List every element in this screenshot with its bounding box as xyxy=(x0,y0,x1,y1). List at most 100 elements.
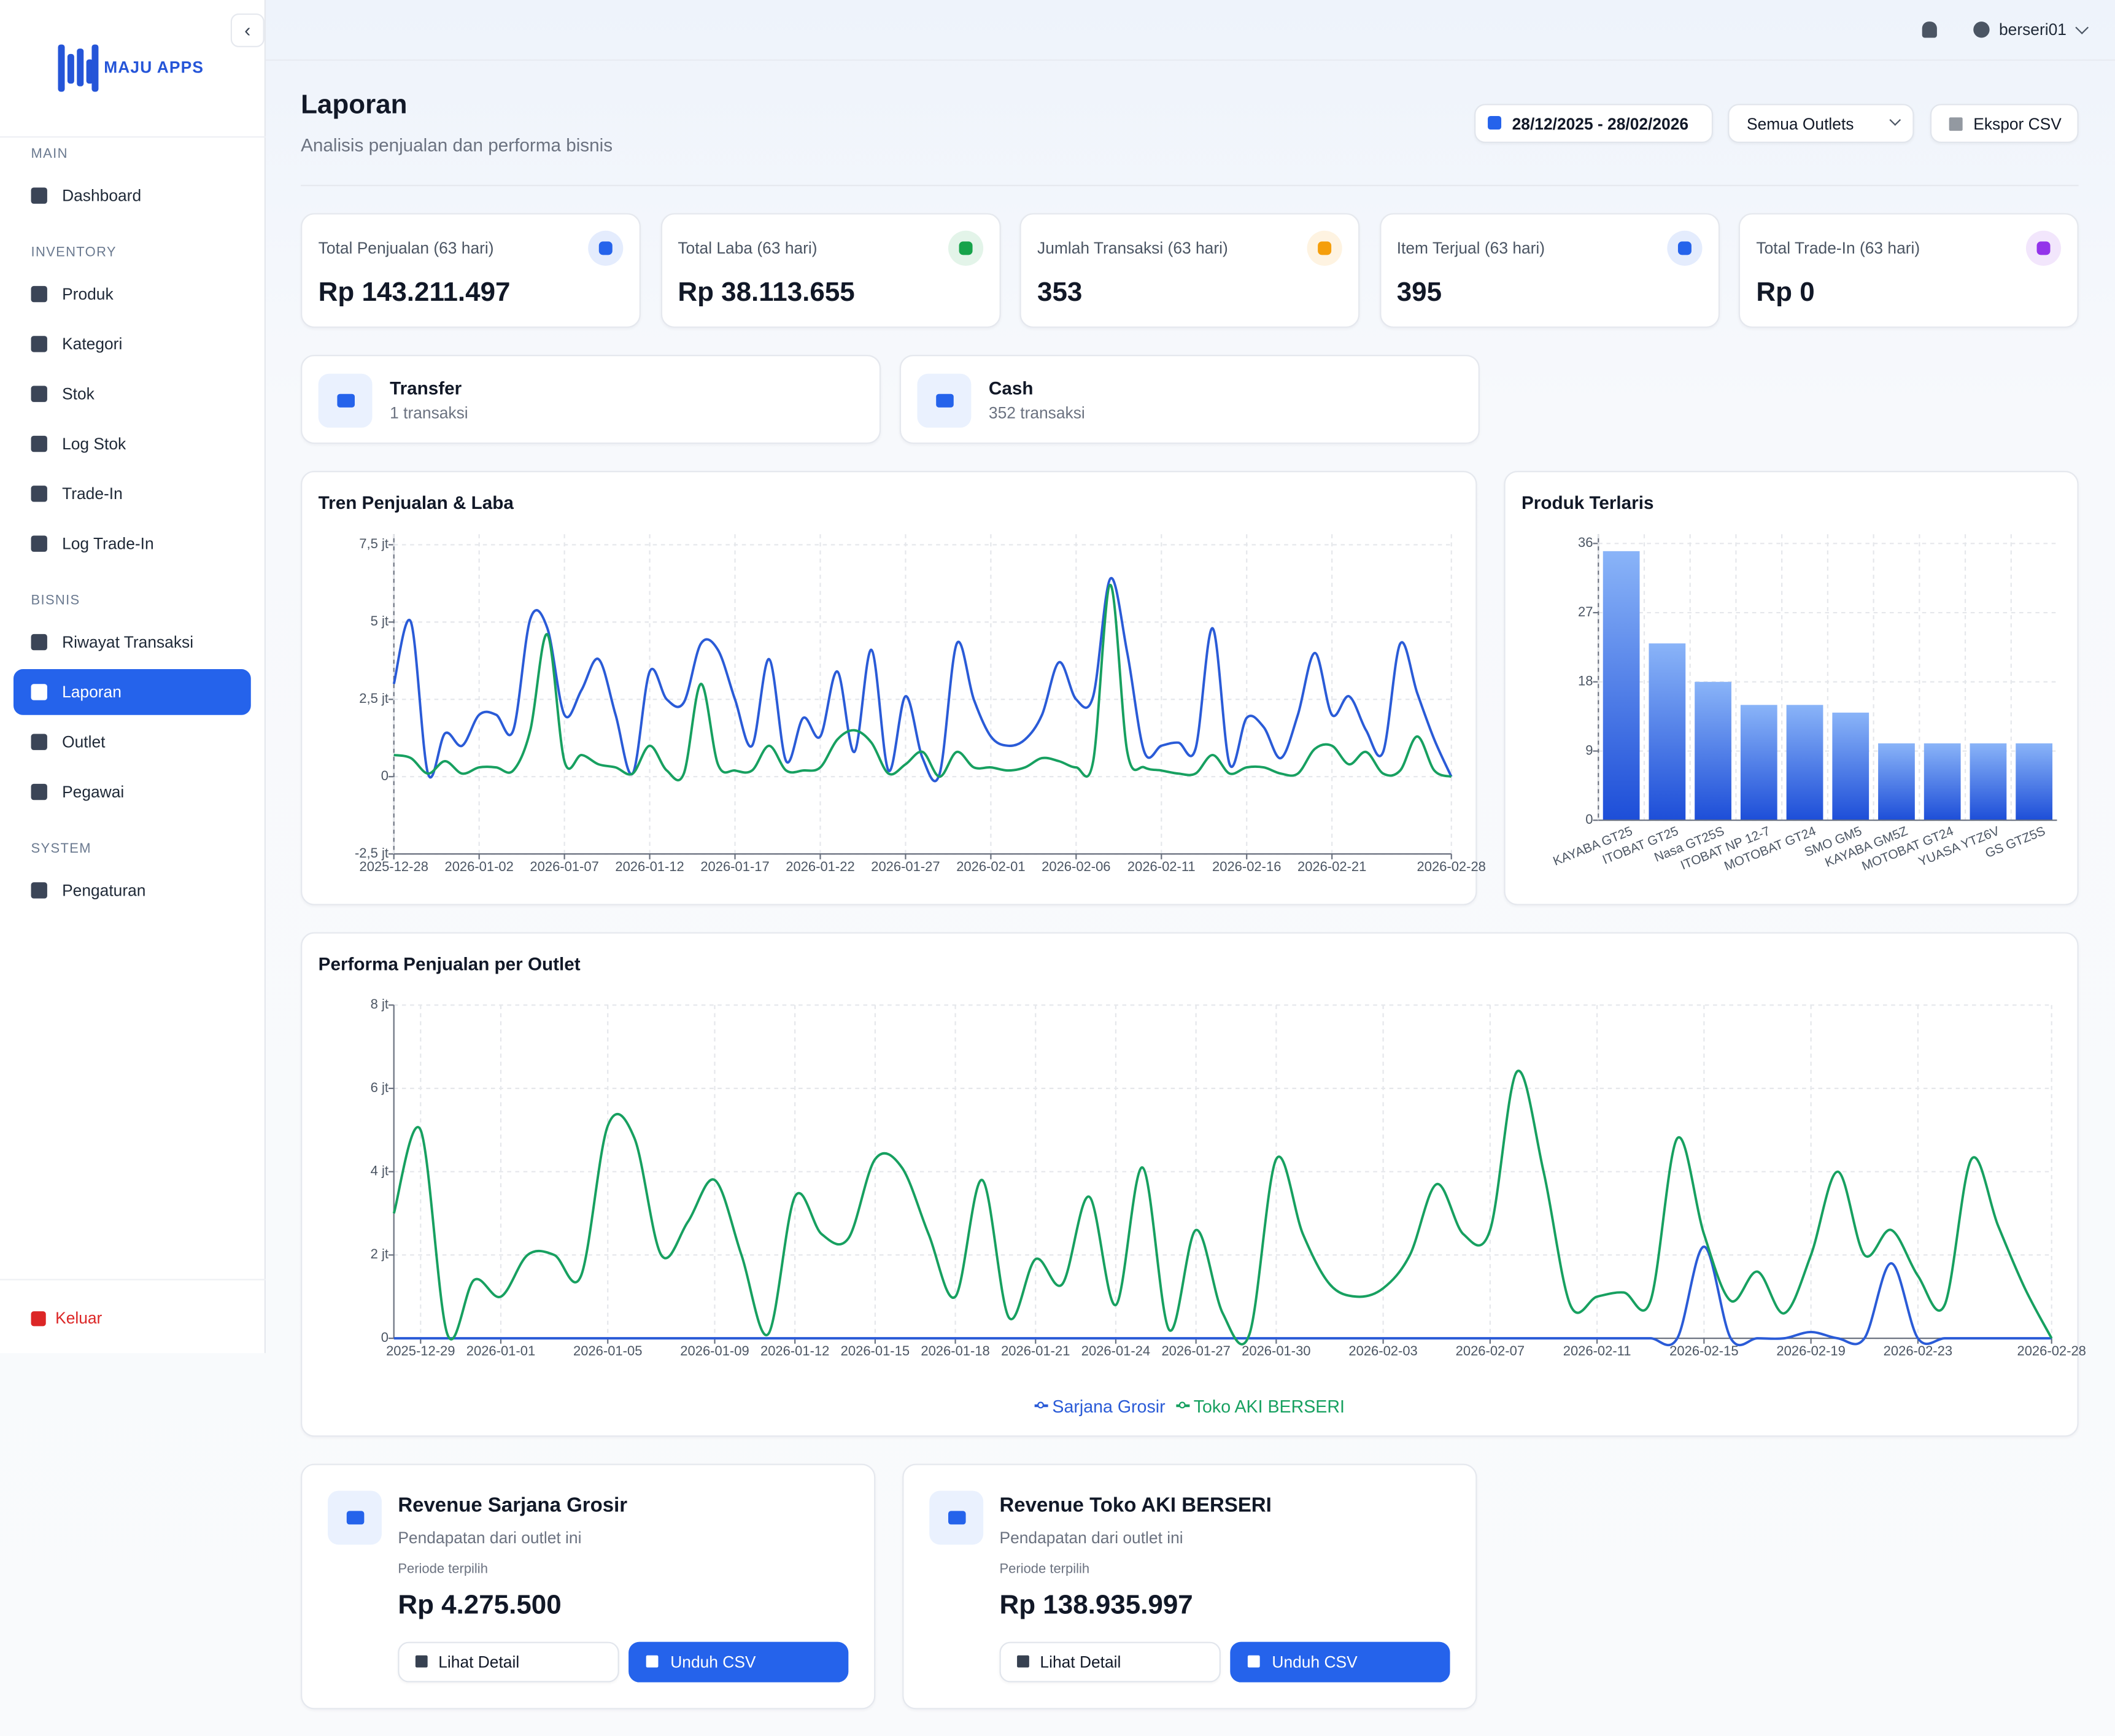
section-title: BISNIS xyxy=(31,593,80,609)
revenue-subtitle: Pendapatan dari outlet ini xyxy=(999,1528,1183,1548)
chart-card xyxy=(301,932,2079,1437)
icon xyxy=(67,53,74,84)
chart-card xyxy=(1504,470,2079,905)
icon xyxy=(31,336,47,352)
stat-icon-glyph xyxy=(598,241,613,255)
icon xyxy=(31,734,47,750)
date-range[interactable]: 28/12/2025 - 28/02/2026 xyxy=(1512,114,1689,133)
nav-item[interactable]: Produk xyxy=(62,284,114,304)
icon xyxy=(31,535,47,552)
nav-item[interactable]: Laporan xyxy=(62,683,122,702)
date-picker[interactable] xyxy=(1474,104,1714,143)
stat-label: Total Laba (63 hari) xyxy=(678,238,818,258)
user-icon[interactable] xyxy=(1973,21,1990,38)
stat-icon-glyph xyxy=(1677,241,1691,255)
detail-button[interactable] xyxy=(999,1641,1221,1683)
icon xyxy=(1949,117,1963,131)
icon xyxy=(31,435,47,452)
username[interactable]: berseri01 xyxy=(1998,20,2067,39)
nav-item[interactable]: Riwayat Transaksi xyxy=(62,632,194,652)
stat-label: Total Trade-In (63 hari) xyxy=(1756,238,1920,258)
legend-label: Sarjana Grosir xyxy=(1052,1395,1166,1416)
icon xyxy=(31,187,47,204)
nav-item[interactable]: Trade-In xyxy=(62,484,123,503)
nav-item[interactable]: Log Stok xyxy=(62,434,126,454)
download-button[interactable] xyxy=(1230,1641,1450,1683)
icon xyxy=(646,1655,659,1668)
chart-title: Performa Penjualan per Outlet xyxy=(318,954,581,975)
section-title: MAIN xyxy=(31,147,68,162)
chart-title: Tren Penjualan & Laba xyxy=(318,492,514,513)
stat-value: Rp 38.113.655 xyxy=(678,277,855,308)
legend-swatch xyxy=(1176,1401,1190,1408)
revenue-value: Rp 138.935.997 xyxy=(999,1591,1193,1621)
stat-card xyxy=(1379,213,1719,328)
revenue-period: Periode terpilih xyxy=(999,1562,1090,1578)
icon xyxy=(1017,1655,1029,1668)
legend-item[interactable]: Toko AKI BERSERI xyxy=(1176,1395,1345,1416)
detail-text[interactable]: Lihat Detail xyxy=(1040,1653,1121,1672)
nav-item[interactable]: Dashboard xyxy=(62,186,142,206)
icon xyxy=(31,386,47,402)
detail-text[interactable]: Lihat Detail xyxy=(438,1653,520,1672)
icon xyxy=(31,783,47,800)
legend-item[interactable]: Sarjana Grosir xyxy=(1034,1395,1166,1416)
stat-card xyxy=(301,213,641,328)
revenue-period: Periode terpilih xyxy=(398,1562,488,1578)
payment-count: 1 transaksi xyxy=(390,403,468,422)
brand: MAJU APPS xyxy=(104,58,204,77)
divider xyxy=(0,136,266,138)
payment-card xyxy=(899,354,1480,444)
icon xyxy=(415,1655,428,1668)
icon xyxy=(31,1311,46,1327)
bell-icon[interactable] xyxy=(1922,21,1937,38)
nav-item[interactable]: Pengaturan xyxy=(62,881,146,900)
payment-method: Cash xyxy=(988,378,1034,398)
stat-label: Jumlah Transaksi (63 hari) xyxy=(1037,238,1228,258)
legend-dot xyxy=(1178,1401,1186,1408)
stat-label: Total Penjualan (63 hari) xyxy=(318,238,494,258)
revenue-title: Revenue Toko AKI BERSERI xyxy=(999,1494,1272,1517)
icon xyxy=(31,684,47,700)
divider xyxy=(0,1279,266,1281)
download-text[interactable]: Unduh CSV xyxy=(1272,1653,1358,1672)
stat-card xyxy=(1019,213,1360,328)
legend-dot xyxy=(1037,1401,1045,1408)
payment-card xyxy=(301,354,881,444)
stat-icon-glyph xyxy=(1318,241,1332,255)
detail-button[interactable] xyxy=(398,1641,619,1683)
icon xyxy=(86,59,93,84)
icon xyxy=(91,44,99,92)
revenue-icon-glyph xyxy=(948,1511,966,1525)
payment-icon-glyph xyxy=(337,393,355,408)
revenue-title: Revenue Sarjana Grosir xyxy=(398,1494,628,1517)
nav-item[interactable]: Kategori xyxy=(62,335,123,354)
outlet-select-text[interactable]: Semua Outlets xyxy=(1747,114,1854,133)
collapse-button[interactable]: ‹ xyxy=(230,13,265,47)
nav-active[interactable] xyxy=(13,669,251,715)
export-text[interactable]: Ekspor CSV xyxy=(1973,114,2062,133)
outlet-select[interactable] xyxy=(1728,104,1914,143)
nav-item[interactable]: Log Trade-In xyxy=(62,534,154,554)
nav-item[interactable]: Stok xyxy=(62,384,95,404)
section-title: SYSTEM xyxy=(31,842,91,857)
stat-value: Rp 0 xyxy=(1756,277,1815,308)
page-title: Laporan xyxy=(301,90,408,120)
stat-card xyxy=(660,213,1000,328)
stat-value: Rp 143.211.497 xyxy=(318,277,511,308)
topbar xyxy=(265,0,2115,61)
stat-card xyxy=(1738,213,2079,328)
nav-item[interactable]: Pegawai xyxy=(62,782,125,802)
revenue-value: Rp 4.275.500 xyxy=(398,1591,562,1621)
download-button[interactable] xyxy=(628,1641,849,1683)
download-text[interactable]: Unduh CSV xyxy=(670,1653,756,1672)
nav-item[interactable]: Outlet xyxy=(62,732,106,752)
divider xyxy=(301,185,2079,187)
legend-label: Toko AKI BERSERI xyxy=(1193,1395,1345,1416)
icon xyxy=(31,285,47,303)
stat-label: Item Terjual (63 hari) xyxy=(1396,238,1545,258)
logout[interactable]: Keluar xyxy=(55,1308,102,1328)
stat-icon-glyph xyxy=(958,241,972,255)
icon xyxy=(77,48,84,87)
